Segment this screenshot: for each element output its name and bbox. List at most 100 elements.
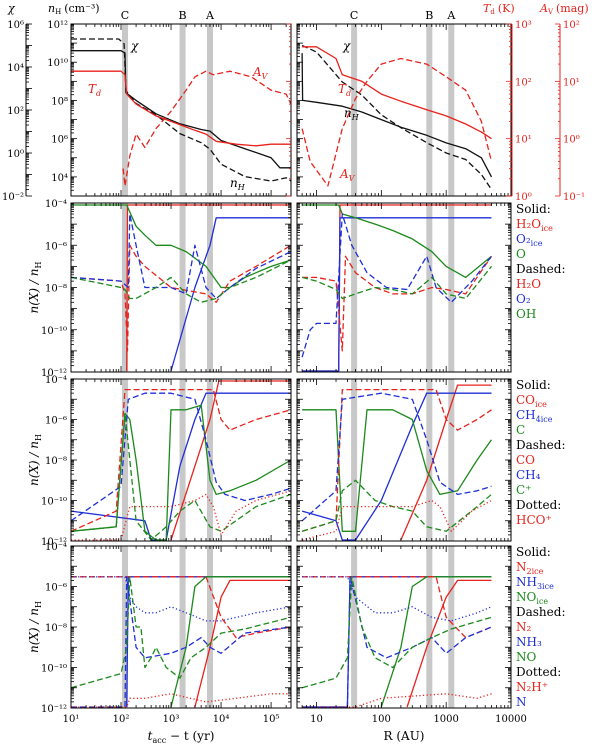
Av-axis-title: AV (mag) (539, 2, 589, 16)
header-labels: χ nH (cm⁻³) Td (K) AV (mag) (7, 2, 589, 16)
series-row4-right-NH3ice (302, 576, 492, 708)
legend-item: O (516, 247, 526, 261)
nH-axis-title: nH (cm⁻³) (48, 2, 100, 16)
phase-band-A (448, 546, 455, 708)
series-row4-right-NOice (380, 576, 492, 708)
frame-left-0 (70, 23, 292, 197)
x-tick-label-left: 10³ (163, 714, 180, 725)
frame-right-3 (296, 545, 512, 709)
Av-tick-label: 10⁰ (563, 135, 580, 146)
chi-tick-label: 10⁴ (7, 63, 24, 74)
series-row3-right-HCO+ (301, 499, 492, 541)
panel-top-right (301, 44, 493, 190)
legend-title: Solid: (516, 545, 551, 559)
legends: Solid:H₂OiceO₂iceODashed:H₂OO₂OHSolid:CO… (516, 202, 566, 709)
legend-item: CH₄ (516, 468, 541, 482)
legend-item: N₂ (516, 620, 532, 634)
phase-band-C (351, 203, 358, 372)
legend-item: OH (516, 307, 536, 321)
phase-label-A: A (446, 9, 456, 22)
series-top-left-Av (122, 70, 292, 187)
phase-band-C (351, 379, 358, 541)
abund-tick-label: 10⁻¹² (41, 537, 67, 548)
y-ticks (297, 23, 303, 197)
series-top-right-Td (302, 46, 492, 140)
phase-band-B (426, 379, 433, 541)
annot-Td: Td (88, 82, 101, 98)
nH-tick-label: 10⁴ (51, 173, 68, 184)
annot-Av: AV (252, 65, 269, 81)
series-row3-left-CH4ice (70, 392, 291, 541)
nH-tick-label: 10⁶ (51, 135, 68, 146)
panel-row2-right (301, 204, 493, 372)
Av-tick-label: 10⁻¹ (563, 192, 585, 203)
Td-axis-title: Td (K) (483, 2, 515, 16)
axes (25, 23, 561, 709)
panel-row3-left (70, 380, 292, 541)
phase-label-C: C (121, 9, 129, 22)
series-row4-right-N2 (302, 576, 492, 639)
annot-chi: χ (130, 39, 139, 53)
abund-tick-label: 10⁻⁶ (45, 241, 67, 252)
y-ticks (297, 545, 511, 709)
phase-band-A (448, 24, 455, 196)
chi-axis-title: χ (7, 2, 16, 15)
x-tick-label-right: 10 (310, 714, 323, 725)
phase-label-B: B (425, 9, 433, 22)
series-row4-left-N2ice (194, 579, 291, 708)
annot-chi-r: χ (342, 39, 351, 53)
legend-item: NH3ice (516, 575, 554, 591)
legend-item: COice (516, 393, 547, 409)
abund-tick-label: 10⁻⁸ (45, 284, 67, 295)
legend-title: Dotted: (516, 498, 561, 512)
phase-label-A: A (205, 9, 215, 22)
legend-item: N₂H⁺ (516, 680, 548, 694)
phase-band-A (206, 546, 213, 708)
x-tick-label-left: 10⁵ (263, 714, 280, 725)
series-lines (70, 38, 493, 708)
abund-axis-title: n(X) / nH (27, 601, 43, 653)
legend-item: NO (516, 650, 537, 664)
legend-item: CO (516, 453, 535, 467)
Td-tick-label: 10² (515, 77, 532, 88)
legend-title: Solid: (516, 202, 551, 216)
series-row3-left-COice (170, 380, 291, 541)
chi-tick-label: 10² (7, 106, 24, 117)
x-ticks (70, 203, 287, 372)
annotations: 10⁻²10⁰10²10⁴10⁶10⁴10⁶10⁸10¹⁰10¹²10⁰10¹1… (2, 9, 585, 745)
series-row2-left-OH (70, 259, 292, 303)
abund-tick-label: 10⁻⁶ (45, 583, 67, 594)
phase-band-B (179, 203, 186, 372)
phase-label-C: C (350, 9, 358, 22)
y-ticks (297, 202, 511, 373)
Av-tick-label: 10¹ (563, 77, 580, 88)
phase-band-A (448, 379, 455, 541)
phase-band-C (121, 24, 128, 196)
y-ticks (71, 378, 291, 542)
legend-item: N (516, 695, 527, 709)
series-row3-left-CO (70, 388, 292, 532)
Td-tick-label: 10³ (515, 20, 532, 31)
abund-tick-label: 10⁻⁸ (45, 623, 67, 634)
annot-Av-r: AV (339, 167, 356, 183)
series-row4-right-NH3 (302, 576, 492, 708)
series-row3-right-CH4 (301, 392, 492, 522)
series-top-right-Av (301, 57, 493, 187)
series-row4-right-N2H+ (302, 693, 492, 708)
chi-tick-label: 10⁻² (2, 192, 24, 203)
abund-tick-label: 10⁻⁶ (45, 416, 67, 427)
legend-row-2: Solid:COiceCH4iceCDashed:COCH₄C⁺Dotted:H… (516, 378, 566, 527)
legend-item: C⁺ (516, 483, 532, 497)
legend-item: HCO⁺ (516, 513, 552, 527)
phase-band-C (351, 546, 358, 708)
legend-item: C (516, 423, 525, 437)
series-row4-right-N2ice (406, 579, 492, 708)
phase-band-C (121, 379, 128, 541)
x-tick-label-left: 10⁴ (213, 714, 230, 725)
abund-tick-label: 10⁻¹² (41, 704, 67, 715)
x-ticks (70, 24, 287, 196)
nH-tick-label: 10¹² (47, 20, 68, 31)
phase-band-B (179, 24, 186, 196)
legend-item: NH₃ (516, 635, 542, 649)
